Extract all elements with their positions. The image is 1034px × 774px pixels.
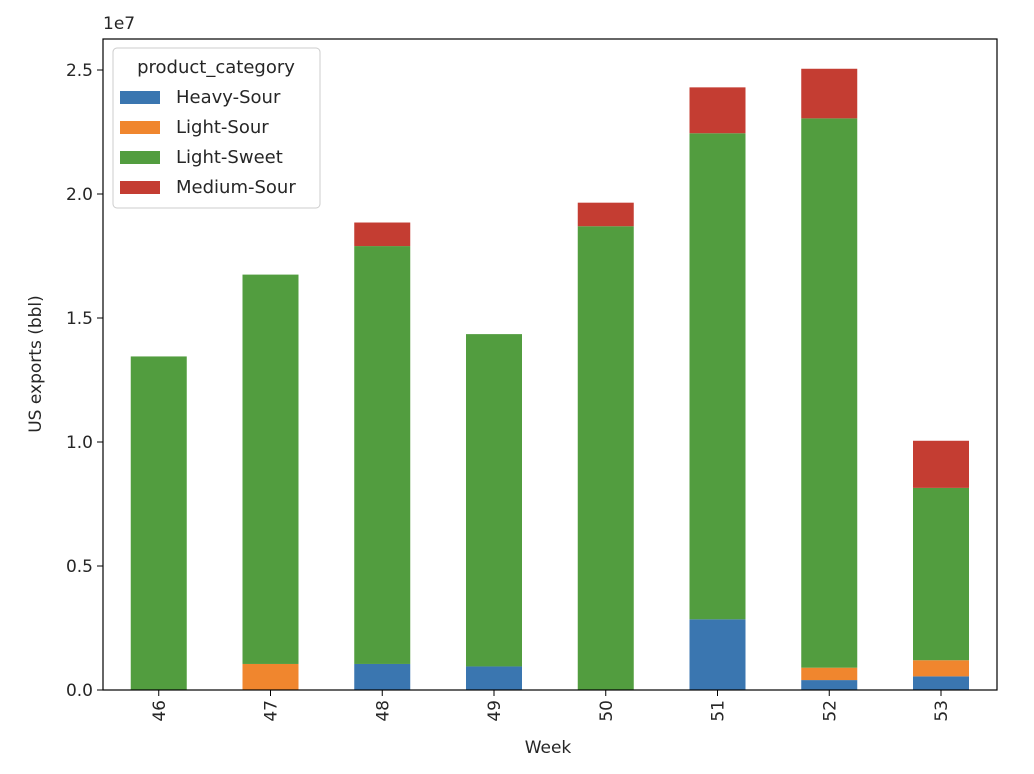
- y-tick-label: 1.5: [66, 309, 93, 329]
- bar-medium-sour-week-53: [913, 440, 969, 488]
- legend-swatch-heavy-sour: [120, 91, 160, 104]
- bar-light-sweet-week-51: [689, 133, 746, 620]
- y-tick-label: 0.5: [66, 557, 93, 577]
- bars-layer: [130, 68, 969, 691]
- legend-items: Heavy-Sour Light-Sour Light-Sweet Medium-So…: [120, 87, 296, 198]
- bar-light-sour-week-47: [242, 663, 299, 690]
- bar-medium-sour-week-50: [577, 202, 634, 227]
- legend-entry-medium-sour: Medium-Sour: [176, 177, 296, 198]
- bar-medium-sour-week-51: [689, 87, 746, 134]
- bar-heavy-sour-week-52: [801, 680, 858, 690]
- bar-light-sour-week-52: [801, 667, 858, 681]
- bar-heavy-sour-week-51: [689, 619, 746, 690]
- bar-medium-sour-week-48: [354, 222, 411, 247]
- legend: product_category Heavy-Sour Light-Sour Lig…: [112, 47, 321, 209]
- x-tick-label: 50: [597, 700, 617, 722]
- legend-frame: [112, 47, 321, 209]
- bar-heavy-sour-week-48: [354, 663, 411, 690]
- x-tick-label: 48: [373, 700, 393, 722]
- x-tick-label: 46: [150, 700, 170, 722]
- legend-title: product_category: [137, 57, 295, 78]
- bar-light-sweet-week-50: [577, 226, 634, 691]
- x-tick-label: 52: [820, 700, 840, 722]
- legend-entry-light-sweet: Light-Sweet: [176, 147, 283, 168]
- legend-entry-heavy-sour: Heavy-Sour: [176, 87, 281, 108]
- x-axis-ticks: 46 47 48 49 50 51 52 53: [150, 690, 952, 722]
- y-tick-label: 0.0: [66, 681, 93, 701]
- bar-light-sweet-week-49: [466, 334, 522, 667]
- legend-entry-light-sour: Light-Sour: [176, 117, 269, 138]
- y-tick-label: 2.5: [66, 61, 93, 81]
- legend-swatch-medium-sour: [120, 181, 160, 194]
- bar-light-sweet-week-53: [913, 487, 969, 661]
- legend-swatch-light-sweet: [120, 151, 160, 164]
- plot-frame: [102, 38, 998, 691]
- bar-heavy-sour-week-53: [913, 676, 969, 690]
- y-offset-label: 1e7: [103, 14, 135, 34]
- y-axis-ticks: 0.0 0.5 1.0 1.5 2.0 2.5: [66, 61, 103, 701]
- legend-swatch-light-sour: [120, 121, 160, 134]
- bar-light-sweet-week-47: [242, 274, 299, 664]
- bar-light-sweet-week-48: [354, 246, 411, 664]
- x-tick-label: 47: [262, 700, 282, 722]
- x-tick-label: 53: [932, 700, 952, 722]
- y-tick-label: 2.0: [66, 185, 93, 205]
- bar-light-sweet-week-52: [801, 118, 858, 668]
- bar-light-sour-week-53: [913, 660, 969, 677]
- x-tick-label: 51: [709, 700, 729, 722]
- x-tick-label: 49: [485, 700, 505, 722]
- y-axis-label: US exports (bbl): [26, 295, 46, 433]
- y-tick-label: 1.0: [66, 433, 93, 453]
- bar-heavy-sour-week-49: [466, 666, 522, 690]
- bar-light-sweet-week-46: [130, 356, 187, 690]
- bar-medium-sour-week-52: [801, 68, 858, 119]
- x-axis-label: Week: [525, 738, 572, 758]
